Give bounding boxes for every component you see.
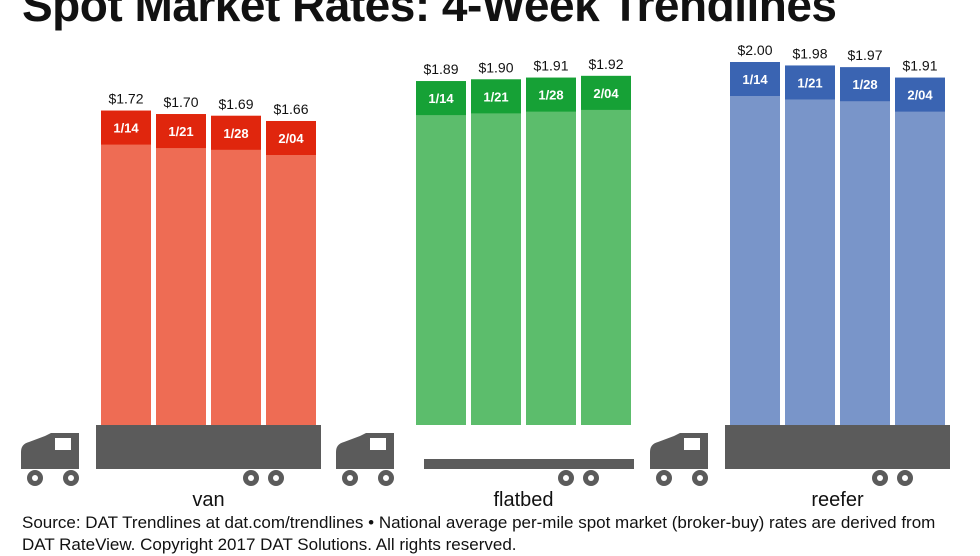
- bar: [785, 65, 835, 425]
- source-note: Source: DAT Trendlines at dat.com/trendl…: [22, 513, 936, 554]
- truck-hubcap: [68, 475, 74, 481]
- bar-cap: [211, 115, 261, 150]
- bar-group-van: 1/14 $1.72 1/21 $1.70 1/28 $1.69 2/04 $1.66 van: [21, 91, 321, 511]
- truck-hubcap: [248, 475, 254, 481]
- truck-window: [684, 438, 700, 450]
- bar: [730, 62, 780, 425]
- truck-hubcap: [273, 475, 279, 481]
- truck-hubcap: [32, 475, 38, 481]
- data-label: $1.69: [218, 96, 253, 112]
- truck-icon: [21, 425, 321, 486]
- truck-hubcap: [563, 475, 569, 481]
- bar: [471, 79, 521, 425]
- date-label: 1/21: [797, 75, 822, 90]
- bar-group-flatbed: 1/14 $1.89 1/21 $1.90 1/28 $1.91 2/04 $1.92 flat…: [336, 56, 634, 511]
- date-label: 1/21: [168, 124, 193, 139]
- truck-trailer: [96, 425, 321, 469]
- truck-hubcap: [383, 475, 389, 481]
- date-label: 1/14: [113, 121, 139, 136]
- group-label: van: [192, 489, 224, 511]
- truck-hubcap: [902, 475, 908, 481]
- bar-cap: [526, 77, 576, 112]
- date-label: 2/04: [907, 88, 933, 103]
- bar-cap: [266, 120, 316, 155]
- data-label: $1.89: [423, 61, 458, 77]
- bar-cap: [156, 114, 206, 149]
- bar: [211, 115, 261, 425]
- chart-title: Spot Market Rates: 4-Week Trendlines: [22, 0, 837, 31]
- group-label: flatbed: [493, 489, 553, 511]
- bar: [895, 77, 945, 426]
- truck-hubcap: [661, 475, 667, 481]
- truck-window: [370, 438, 386, 450]
- date-label: 1/21: [483, 89, 508, 104]
- date-label: 1/28: [223, 126, 248, 141]
- truck-hubcap: [588, 475, 594, 481]
- bar-cap: [785, 65, 835, 100]
- data-label: $1.91: [902, 58, 937, 74]
- bar-cap: [101, 110, 151, 145]
- data-label: $1.66: [273, 101, 308, 117]
- truck-trailer: [424, 459, 634, 469]
- bar: [266, 120, 316, 426]
- bar-cap: [730, 62, 780, 96]
- date-label: 2/04: [278, 131, 304, 146]
- truck-trailer: [725, 425, 950, 469]
- date-label: 1/28: [538, 88, 563, 103]
- bar-cap: [471, 79, 521, 114]
- bar: [416, 81, 466, 426]
- bar-group-reefer: 1/14 $2.00 1/21 $1.98 1/28 $1.97 2/04 $1.91 reef…: [650, 42, 950, 511]
- group-label: reefer: [811, 489, 864, 511]
- data-label: $1.90: [478, 59, 513, 75]
- truck-icon: [336, 433, 634, 486]
- date-label: 1/14: [428, 91, 454, 106]
- data-label: $1.91: [533, 58, 568, 74]
- data-label: $1.92: [588, 56, 623, 72]
- bar-cap: [840, 67, 890, 102]
- bar-cap: [581, 75, 631, 110]
- data-label: $1.70: [163, 94, 198, 110]
- truck-icon: [650, 425, 950, 486]
- truck-hubcap: [347, 475, 353, 481]
- date-label: 2/04: [593, 86, 619, 101]
- bar-cap: [416, 81, 466, 116]
- truck-hubcap: [877, 475, 883, 481]
- data-label: $1.72: [108, 91, 143, 107]
- truck-window: [55, 438, 71, 450]
- date-label: 1/14: [742, 72, 768, 87]
- data-label: $1.98: [792, 45, 827, 61]
- date-label: 1/28: [852, 77, 877, 92]
- bar: [840, 67, 890, 425]
- bar-cap: [895, 77, 945, 112]
- bar: [101, 110, 151, 425]
- bar: [526, 77, 576, 426]
- data-label: $1.97: [847, 47, 882, 63]
- truck-hubcap: [697, 475, 703, 481]
- bar: [581, 75, 631, 425]
- data-label: $2.00: [737, 42, 772, 58]
- bar: [156, 114, 206, 426]
